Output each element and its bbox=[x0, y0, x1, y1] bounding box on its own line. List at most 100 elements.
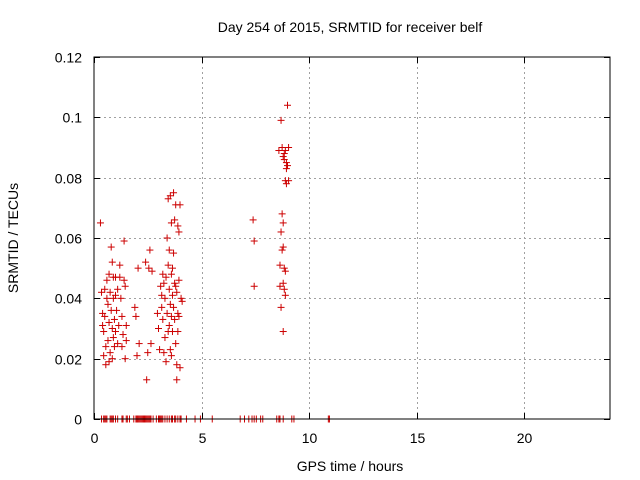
data-point bbox=[158, 303, 166, 311]
data-point bbox=[173, 288, 181, 296]
data-point bbox=[104, 337, 112, 345]
data-point bbox=[158, 291, 166, 299]
data-point bbox=[174, 309, 182, 317]
data-point bbox=[172, 282, 180, 290]
data-point bbox=[133, 352, 141, 360]
data-point bbox=[109, 334, 117, 342]
data-point bbox=[166, 346, 174, 354]
data-point bbox=[102, 343, 110, 351]
data-point bbox=[112, 291, 119, 299]
data-point bbox=[279, 153, 287, 161]
data-point bbox=[107, 243, 115, 251]
data-point bbox=[160, 279, 168, 287]
x-tick-label: 0 bbox=[91, 430, 99, 446]
data-point bbox=[278, 210, 286, 218]
data-point bbox=[96, 219, 104, 227]
data-point bbox=[160, 349, 168, 357]
data-point bbox=[122, 321, 130, 329]
data-point bbox=[281, 291, 289, 299]
data-point bbox=[282, 159, 290, 167]
data-point bbox=[172, 340, 180, 348]
y-tick-label: 0.06 bbox=[55, 231, 82, 247]
data-point bbox=[115, 321, 123, 329]
data-point bbox=[170, 303, 178, 311]
data-point bbox=[281, 267, 289, 275]
x-axis-label: GPS time / hours bbox=[297, 458, 404, 474]
data-point bbox=[173, 376, 181, 384]
data-point bbox=[173, 361, 181, 369]
y-tick-label: 0.02 bbox=[55, 352, 82, 368]
grid-lines bbox=[94, 57, 610, 419]
data-point bbox=[142, 258, 150, 266]
data-point bbox=[105, 270, 113, 278]
data-point bbox=[117, 294, 125, 302]
plot-frame bbox=[93, 56, 611, 420]
data-point bbox=[171, 216, 179, 224]
data-point bbox=[120, 276, 128, 284]
data-point bbox=[119, 331, 127, 339]
data-point bbox=[135, 340, 143, 348]
data-point bbox=[175, 312, 183, 320]
data-point bbox=[167, 312, 175, 320]
data-points bbox=[96, 101, 333, 423]
data-point bbox=[113, 306, 121, 314]
data-point bbox=[178, 297, 186, 305]
data-point bbox=[106, 349, 114, 357]
data-point bbox=[159, 315, 167, 323]
data-point bbox=[171, 315, 179, 323]
data-point bbox=[275, 147, 283, 155]
x-tick-label: 15 bbox=[410, 430, 426, 446]
data-point bbox=[98, 288, 106, 296]
data-point bbox=[100, 328, 108, 336]
data-point bbox=[110, 343, 118, 351]
data-point bbox=[153, 309, 161, 317]
data-point bbox=[279, 328, 287, 336]
data-point bbox=[100, 352, 108, 360]
x-tick-label: 5 bbox=[199, 430, 207, 446]
data-point bbox=[175, 228, 183, 236]
data-point bbox=[278, 246, 286, 254]
data-point bbox=[280, 285, 288, 293]
data-point bbox=[176, 364, 184, 372]
data-point bbox=[250, 282, 258, 290]
data-point bbox=[276, 261, 284, 269]
data-point bbox=[105, 318, 113, 326]
data-point bbox=[147, 340, 155, 348]
data-point bbox=[118, 343, 126, 351]
data-point bbox=[167, 352, 175, 360]
data-point bbox=[132, 312, 140, 320]
data-point bbox=[112, 328, 119, 336]
data-point bbox=[143, 376, 151, 384]
data-point bbox=[122, 337, 130, 345]
data-point bbox=[285, 177, 293, 185]
data-point bbox=[108, 325, 116, 332]
data-point bbox=[110, 315, 118, 323]
data-point bbox=[114, 340, 122, 348]
data-point bbox=[277, 303, 285, 311]
data-point bbox=[277, 228, 285, 236]
data-point bbox=[167, 270, 175, 278]
data-point bbox=[131, 303, 139, 311]
data-point bbox=[168, 264, 176, 272]
data-point bbox=[163, 234, 171, 242]
data-point bbox=[278, 144, 286, 151]
data-point bbox=[279, 219, 287, 227]
data-point bbox=[175, 276, 183, 284]
data-point bbox=[161, 294, 169, 302]
y-tick-label: 0 bbox=[74, 412, 82, 428]
x-tick-label: 10 bbox=[302, 430, 318, 446]
data-point bbox=[280, 264, 288, 272]
axis-ticks: 0 5 10 15 20 0 0.02 0.04 0.06 0.08 0.1 0.12 bbox=[55, 50, 610, 446]
data-point bbox=[101, 285, 109, 293]
data-point bbox=[167, 219, 175, 227]
data-point bbox=[281, 147, 289, 155]
y-tick-label: 0.12 bbox=[55, 50, 82, 66]
data-point bbox=[121, 282, 129, 290]
y-tick-label: 0.08 bbox=[55, 171, 82, 187]
data-point bbox=[166, 192, 174, 200]
data-point bbox=[284, 162, 291, 170]
data-point bbox=[114, 285, 122, 293]
data-point bbox=[170, 249, 178, 257]
data-point bbox=[277, 116, 285, 124]
